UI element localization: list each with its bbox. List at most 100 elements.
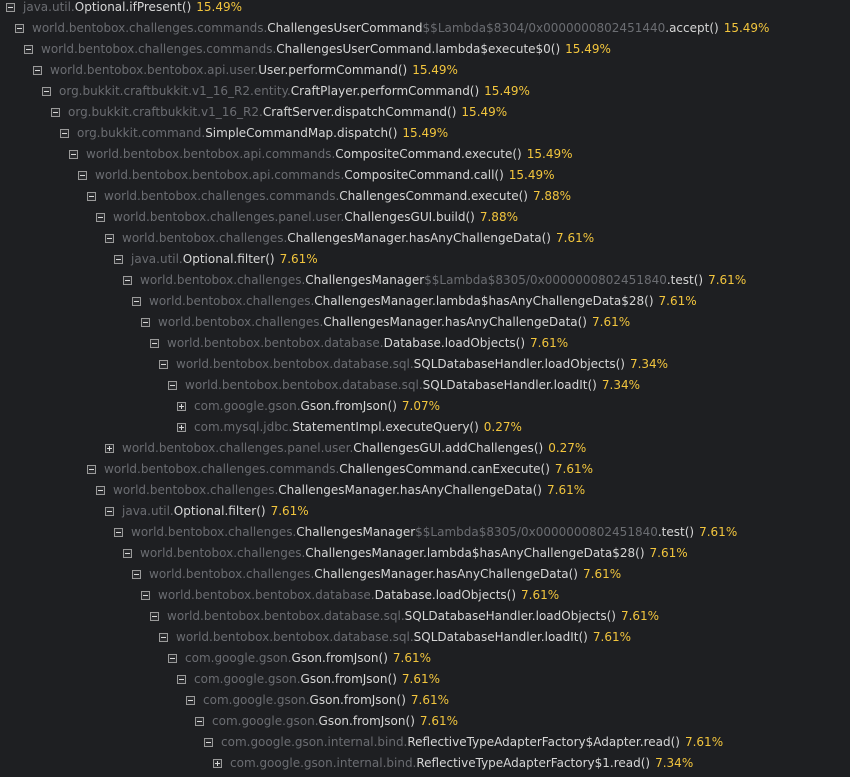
tree-row[interactable]: com.google.gson.Gson.fromJson() 7.61% — [0, 711, 850, 732]
tree-row[interactable]: world.bentobox.bentobox.database.sql.SQL… — [0, 606, 850, 627]
package-name: world.bentobox.challenges. — [131, 525, 297, 539]
tree-row[interactable]: com.google.gson.Gson.fromJson() 7.61% — [0, 690, 850, 711]
tree-row[interactable]: world.bentobox.bentobox.api.user.User.pe… — [0, 60, 850, 81]
collapse-icon[interactable] — [186, 696, 195, 705]
tree-row[interactable]: com.google.gson.Gson.fromJson() 7.61% — [0, 669, 850, 690]
collapse-icon[interactable] — [114, 255, 123, 264]
percentage: 7.61% — [410, 693, 449, 707]
frame-label: com.google.gson.Gson.fromJson() 7.61% — [194, 669, 440, 690]
collapse-icon[interactable] — [141, 318, 150, 327]
tree-row[interactable]: world.bentobox.challenges.commands.Chall… — [0, 459, 850, 480]
package-name: com.google.gson. — [194, 672, 301, 686]
tree-row[interactable]: world.bentobox.bentobox.database.Databas… — [0, 585, 850, 606]
collapse-icon[interactable] — [195, 717, 204, 726]
tree-row[interactable]: org.bukkit.craftbukkit.v1_16_R2.CraftSer… — [0, 102, 850, 123]
tree-row[interactable]: java.util.Optional.ifPresent() 15.49% — [0, 0, 850, 18]
collapse-icon[interactable] — [69, 150, 78, 159]
percentage: 7.61% — [419, 714, 458, 728]
collapse-icon[interactable] — [168, 654, 177, 663]
tree-row[interactable]: java.util.Optional.filter() 7.61% — [0, 249, 850, 270]
tree-row[interactable]: com.google.gson.internal.bind.Reflective… — [0, 753, 850, 774]
collapse-icon[interactable] — [87, 465, 96, 474]
collapse-icon[interactable] — [159, 360, 168, 369]
package-name: world.bentobox.challenges. — [149, 567, 315, 581]
percentage: 15.49% — [723, 21, 770, 35]
tree-row[interactable]: world.bentobox.challenges.panel.user.Cha… — [0, 438, 850, 459]
collapse-icon[interactable] — [96, 486, 105, 495]
package-name: world.bentobox.bentobox.database.sql. — [185, 378, 423, 392]
collapse-icon[interactable] — [42, 87, 51, 96]
collapse-icon[interactable] — [132, 570, 141, 579]
collapse-icon[interactable] — [150, 612, 159, 621]
package-name: org.bukkit.command. — [77, 126, 206, 140]
tree-row[interactable]: world.bentobox.bentobox.database.Databas… — [0, 333, 850, 354]
collapse-icon[interactable] — [204, 738, 213, 747]
percentage: 7.34% — [629, 357, 669, 371]
tree-row[interactable]: world.bentobox.bentobox.database.sql.SQL… — [0, 627, 850, 648]
collapse-icon[interactable] — [15, 24, 24, 33]
tree-row[interactable]: world.bentobox.challenges.ChallengesMana… — [0, 270, 850, 291]
package-name: world.bentobox.bentobox.database.sql. — [176, 630, 414, 644]
collapse-icon[interactable] — [51, 108, 60, 117]
expand-icon[interactable] — [177, 423, 186, 432]
tree-row[interactable]: world.bentobox.bentobox.database.sql.SQL… — [0, 354, 850, 375]
frame-label: world.bentobox.challenges.ChallengesMana… — [140, 270, 746, 291]
collapse-icon[interactable] — [78, 171, 87, 180]
percentage: 7.61% — [279, 252, 318, 266]
collapse-icon[interactable] — [33, 66, 42, 75]
tree-row[interactable]: world.bentobox.bentobox.api.commands.Com… — [0, 144, 850, 165]
collapse-icon[interactable] — [177, 675, 186, 684]
tree-row[interactable]: world.bentobox.challenges.ChallengesMana… — [0, 564, 850, 585]
collapse-icon[interactable] — [24, 45, 33, 54]
collapse-icon[interactable] — [132, 297, 141, 306]
tree-row[interactable]: java.util.Optional.filter() 7.61% — [0, 501, 850, 522]
collapse-icon[interactable] — [123, 549, 132, 558]
method-name: ChallengesGUI.addChallenges() — [353, 441, 544, 455]
collapse-icon[interactable] — [150, 339, 159, 348]
tree-row[interactable]: com.google.gson.Gson.fromJson() 7.61% — [0, 648, 850, 669]
collapse-icon[interactable] — [105, 507, 114, 516]
collapse-icon[interactable] — [60, 129, 69, 138]
method-name: ReflectiveTypeAdapterFactory$Adapter.rea… — [407, 735, 680, 749]
tree-row[interactable]: world.bentobox.challenges.ChallengesMana… — [0, 522, 850, 543]
tree-row[interactable]: org.bukkit.craftbukkit.v1_16_R2.entity.C… — [0, 81, 850, 102]
tree-row[interactable]: world.bentobox.challenges.commands.Chall… — [0, 186, 850, 207]
tree-row[interactable]: world.bentobox.challenges.ChallengesMana… — [0, 228, 850, 249]
collapse-icon[interactable] — [159, 633, 168, 642]
frame-label: java.util.Optional.filter() 7.61% — [131, 249, 318, 270]
tree-row[interactable]: world.bentobox.bentobox.api.commands.Com… — [0, 165, 850, 186]
tree-row[interactable]: world.bentobox.bentobox.database.sql.SQL… — [0, 375, 850, 396]
tree-row[interactable]: com.mysql.jdbc.StatementImpl.executeQuer… — [0, 417, 850, 438]
method-name: SimpleCommandMap.dispatch() — [205, 126, 398, 140]
collapse-icon[interactable] — [6, 3, 15, 12]
tree-row[interactable]: world.bentobox.challenges.ChallengesMana… — [0, 312, 850, 333]
expand-icon[interactable] — [177, 402, 186, 411]
percentage: 7.61% — [401, 672, 440, 686]
frame-label: org.bukkit.command.SimpleCommandMap.disp… — [77, 123, 448, 144]
collapse-icon[interactable] — [123, 276, 132, 285]
tree-row[interactable]: world.bentobox.challenges.commands.Chall… — [0, 39, 850, 60]
tree-row[interactable]: world.bentobox.challenges.ChallengesMana… — [0, 480, 850, 501]
tree-row[interactable]: world.bentobox.challenges.ChallengesMana… — [0, 291, 850, 312]
collapse-icon[interactable] — [168, 381, 177, 390]
package-name: com.google.gson.internal.bind. — [221, 735, 408, 749]
collapse-icon[interactable] — [87, 192, 96, 201]
collapse-icon[interactable] — [141, 591, 150, 600]
tree-row[interactable]: org.bukkit.command.SimpleCommandMap.disp… — [0, 123, 850, 144]
tree-row[interactable]: world.bentobox.challenges.panel.user.Cha… — [0, 207, 850, 228]
expand-icon[interactable] — [213, 759, 222, 768]
tree-row[interactable]: world.bentobox.challenges.ChallengesMana… — [0, 543, 850, 564]
percentage: 15.49% — [526, 147, 573, 161]
frame-label: world.bentobox.challenges.ChallengesMana… — [158, 312, 630, 333]
collapse-icon[interactable] — [105, 234, 114, 243]
collapse-icon[interactable] — [114, 528, 123, 537]
tree-row[interactable]: com.google.gson.internal.bind.Reflective… — [0, 732, 850, 753]
method-name: SQLDatabaseHandler.loadObjects() — [413, 357, 625, 371]
collapse-icon[interactable] — [96, 213, 105, 222]
method-name: ChallengesUserCommand — [267, 21, 423, 35]
tree-row[interactable]: world.bentobox.challenges.commands.Chall… — [0, 18, 850, 39]
expand-icon[interactable] — [105, 444, 114, 453]
percentage: 7.61% — [620, 609, 660, 623]
tree-row[interactable]: com.google.gson.Gson.fromJson() 7.07% — [0, 396, 850, 417]
